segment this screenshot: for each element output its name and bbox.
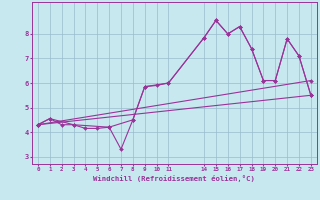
X-axis label: Windchill (Refroidissement éolien,°C): Windchill (Refroidissement éolien,°C) [93, 175, 255, 182]
